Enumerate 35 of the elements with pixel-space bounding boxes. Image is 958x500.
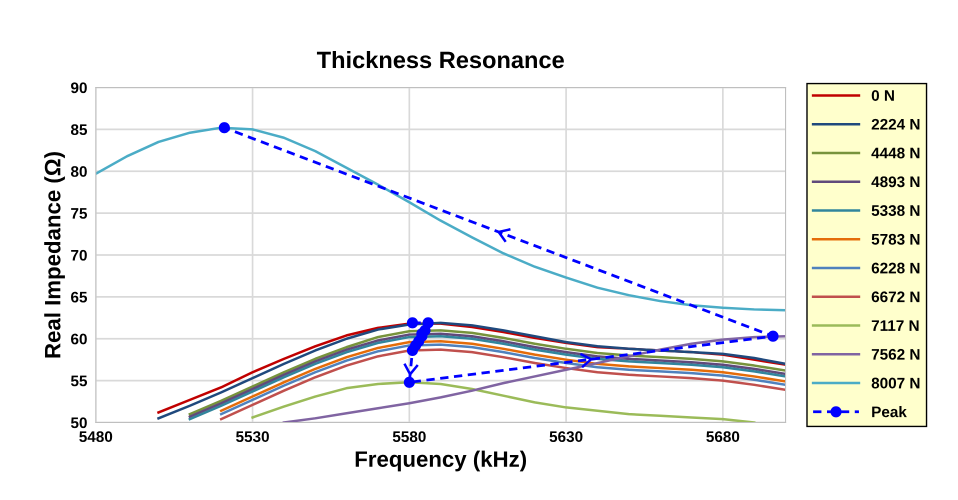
point <box>218 122 230 134</box>
legend-label: 8007 N <box>872 378 920 388</box>
y-tick-label: 85 <box>70 124 88 136</box>
y-tick-label: 70 <box>71 250 87 261</box>
x-tick-label: 5680 <box>706 431 740 442</box>
x-tick-label: 5530 <box>236 431 269 442</box>
y-tick-label: 90 <box>71 82 87 94</box>
legend-label: 5783 N <box>872 234 920 245</box>
line-series <box>282 334 786 422</box>
y-tick-label: 55 <box>70 376 88 386</box>
y-tick-label: 60 <box>71 334 87 344</box>
point <box>767 330 779 342</box>
y-tick-label: 65 <box>71 292 88 303</box>
y-tick-label: 80 <box>70 166 87 177</box>
legend-label: 7562 N <box>872 348 920 360</box>
legend-label: 4893 N <box>871 176 920 188</box>
legend-label: 4448 N <box>871 148 920 158</box>
legend-label: 5338 N <box>872 205 920 216</box>
legend-label: 7117 N <box>872 320 919 331</box>
point <box>404 376 415 388</box>
legend-label: 6228 N <box>872 262 920 274</box>
legend-label: 0 N <box>872 90 894 101</box>
chart-title: Thickness Resonance <box>316 50 564 68</box>
legend-label: Peak <box>872 406 907 418</box>
x-axis-title: Frequency (kHz) <box>356 450 526 472</box>
x-tick-label: 5480 <box>79 431 112 442</box>
x-tick-label: 5630 <box>550 431 582 442</box>
y-tick-label: 75 <box>71 208 88 219</box>
x-tick-label: 5580 <box>392 431 426 442</box>
legend-label: 6672 N <box>872 291 920 302</box>
point <box>406 317 418 328</box>
y-tick-label: 50 <box>70 417 87 428</box>
y-axis-title: Real Impedance (Ω) <box>44 152 65 358</box>
point <box>406 344 418 356</box>
legend-label: 2224 N <box>872 118 920 130</box>
